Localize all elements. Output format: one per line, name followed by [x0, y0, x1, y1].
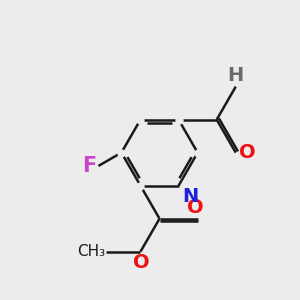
Text: CH₃: CH₃ [77, 244, 105, 259]
Text: O: O [133, 253, 150, 272]
Text: O: O [187, 198, 204, 217]
Text: O: O [238, 143, 255, 162]
Text: H: H [228, 67, 244, 85]
Text: N: N [182, 187, 198, 206]
Text: F: F [82, 156, 97, 176]
